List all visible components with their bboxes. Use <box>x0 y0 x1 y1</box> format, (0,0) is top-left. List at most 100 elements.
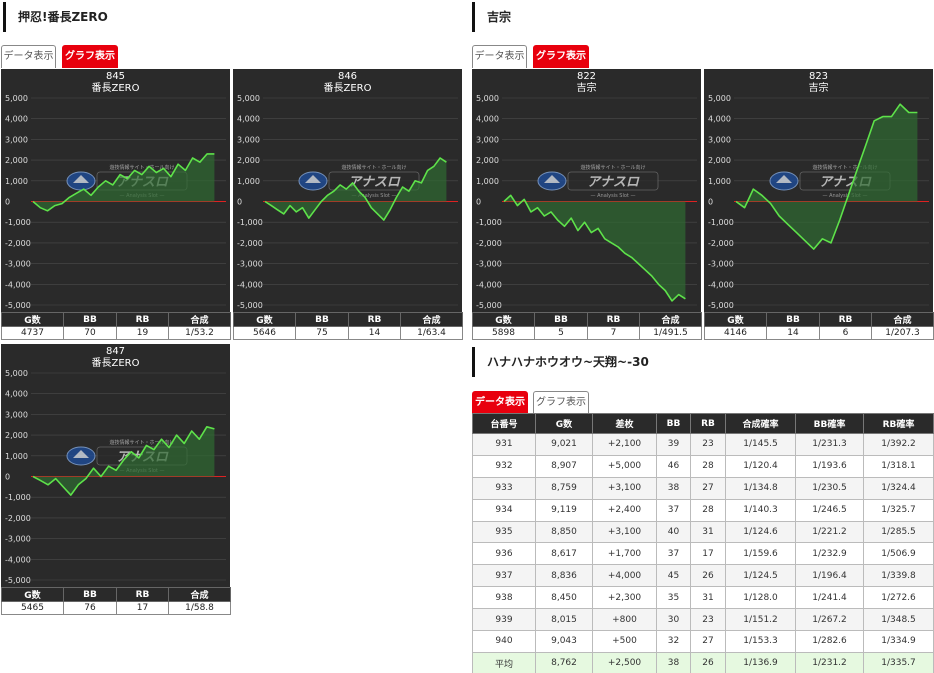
y-tick-label: -1,000 <box>476 218 502 227</box>
table-cell: 1/221.2 <box>795 520 864 544</box>
y-tick-label: 0 <box>5 198 10 207</box>
y-tick-label: -3,000 <box>5 260 31 269</box>
table-cell: 937 <box>472 564 536 588</box>
machine-number: 846 <box>337 71 358 82</box>
table-cell: 1/246.5 <box>795 498 864 522</box>
table-cell: 8,450 <box>535 586 593 610</box>
table-row: 936 8,617 +1,700 37 17 1/159.6 1/232.9 1/506.9 <box>472 542 934 566</box>
y-tick-label: 1,000 <box>237 177 260 186</box>
watermark-subtitle: — Analysis Slot — <box>591 193 636 199</box>
y-tick-label: 3,000 <box>237 135 260 144</box>
y-tick-label: -1,000 <box>5 493 31 502</box>
table-row: 937 8,836 +4,000 45 26 1/124.5 1/196.4 1/339.8 <box>472 564 934 588</box>
series-area <box>736 104 918 250</box>
y-tick-label: -5,000 <box>237 301 263 310</box>
machine-stats-table: G数 BB RB 合成 4146 14 6 1/207.3 <box>704 312 934 340</box>
y-tick-label: 3,000 <box>5 135 28 144</box>
machine-stats-table: G数 BB RB 合成 5646 75 14 1/63.4 <box>233 312 463 340</box>
series-area <box>504 195 686 301</box>
table-cell: 1/153.3 <box>725 630 796 653</box>
table-cell: 23 <box>690 433 726 456</box>
column-header: G数 <box>535 413 593 434</box>
y-tick-label: -2,000 <box>708 239 734 248</box>
machine-number: 822 <box>576 71 597 82</box>
watermark-caption: 遊技情報サイト・ホール向け <box>109 439 174 446</box>
tab-data-yoshimune[interactable]: データ表示 <box>472 45 527 68</box>
y-tick-label: 2,000 <box>237 156 260 165</box>
stat-header: 合成 <box>639 312 702 327</box>
table-cell: 1/140.3 <box>725 498 796 522</box>
y-tick-label: 4,000 <box>237 115 260 124</box>
machine-name: 番長ZERO <box>323 83 372 94</box>
chart-header: 823 吉宗 <box>704 71 933 95</box>
y-tick-label: -4,000 <box>5 555 31 564</box>
table-cell: 9,021 <box>535 433 593 456</box>
stat-value-g: 4146 <box>704 326 767 340</box>
tab-data-bancho[interactable]: データ表示 <box>1 45 56 68</box>
stat-value-bb: 75 <box>295 326 349 340</box>
machine-panel-846: 5,000 4,000 3,000 2,000 1,000 0 -1,000 -2,000 -3… <box>233 69 463 340</box>
table-cell: 27 <box>690 630 726 653</box>
column-header: 台番号 <box>472 413 536 434</box>
y-tick-label: -3,000 <box>476 260 502 269</box>
table-cell: 1/232.9 <box>795 542 864 566</box>
average-cell: 1/335.7 <box>863 651 934 673</box>
stat-header: 合成 <box>871 312 934 327</box>
tab-data-hanahana[interactable]: データ表示 <box>472 391 528 414</box>
table-cell: 1/196.4 <box>795 564 864 588</box>
table-cell: 9,043 <box>535 630 593 653</box>
table-cell: 1/120.4 <box>725 454 796 478</box>
tab-graph-bancho[interactable]: グラフ表示 <box>62 45 118 68</box>
table-cell: 23 <box>690 608 726 632</box>
y-tick-label: -4,000 <box>5 280 31 289</box>
table-cell: 1/506.9 <box>863 542 934 566</box>
stat-header: RB <box>819 312 872 327</box>
stat-header: G数 <box>704 312 767 327</box>
table-cell: 45 <box>656 564 691 588</box>
y-tick-label: 2,000 <box>708 156 731 165</box>
table-cell: +3,100 <box>592 476 657 500</box>
machine-panel-847: 5,000 4,000 3,000 2,000 1,000 0 -1,000 -2,000 -3… <box>1 344 231 615</box>
stat-header: RB <box>116 587 169 602</box>
y-tick-label: -3,000 <box>237 260 263 269</box>
column-header: BB <box>656 413 691 434</box>
y-tick-label: 0 <box>476 198 481 207</box>
machine-panel-845: 5,000 4,000 3,000 2,000 1,000 0 -1,000 -2,000 -3… <box>1 69 231 340</box>
machine-stats-table: G数 BB RB 合成 5465 76 17 1/58.8 <box>1 587 231 615</box>
y-tick-label: 1,000 <box>476 177 499 186</box>
table-cell: 31 <box>690 586 726 610</box>
table-cell: +3,100 <box>592 520 657 544</box>
graph-svg: 5,000 4,000 3,000 2,000 1,000 0 -1,000 -2,000 -3… <box>476 94 697 310</box>
y-tick-label: -4,000 <box>237 280 263 289</box>
table-cell: 37 <box>656 542 691 566</box>
table-cell: 1/339.8 <box>863 564 934 588</box>
table-cell: 939 <box>472 608 536 632</box>
series-line <box>32 153 215 212</box>
table-cell: +800 <box>592 608 657 632</box>
y-tick-label: 1,000 <box>5 177 28 186</box>
stat-value-g: 5646 <box>233 326 296 340</box>
column-header: 合成確率 <box>725 413 796 434</box>
tab-graph-hanahana[interactable]: グラフ表示 <box>533 391 589 414</box>
chart-header: 846 番長ZERO <box>233 71 462 95</box>
series-line <box>32 426 215 496</box>
chart-header: 822 吉宗 <box>472 71 701 95</box>
table-cell: 8,759 <box>535 476 593 500</box>
watermark-title: アナスロ <box>348 175 401 190</box>
table-cell: 9,119 <box>535 498 593 522</box>
table-cell: +5,000 <box>592 454 657 478</box>
table-cell: 940 <box>472 630 536 653</box>
y-tick-label: -5,000 <box>5 301 31 310</box>
average-cell: 1/136.9 <box>725 651 796 673</box>
table-cell: 1/348.5 <box>863 608 934 632</box>
y-tick-label: 4,000 <box>5 390 28 399</box>
tab-graph-yoshimune[interactable]: グラフ表示 <box>533 45 589 68</box>
column-header: 差枚 <box>592 413 657 434</box>
table-cell: 1/193.6 <box>795 454 864 478</box>
y-tick-label: -2,000 <box>237 239 263 248</box>
section-title-hanahana: ハナハナホウオウ~天翔~-30 <box>472 347 649 377</box>
y-tick-label: 5,000 <box>476 94 499 103</box>
stat-value-g: 4737 <box>1 326 64 340</box>
stat-header: 合成 <box>168 312 231 327</box>
table-cell: 1/134.8 <box>725 476 796 500</box>
